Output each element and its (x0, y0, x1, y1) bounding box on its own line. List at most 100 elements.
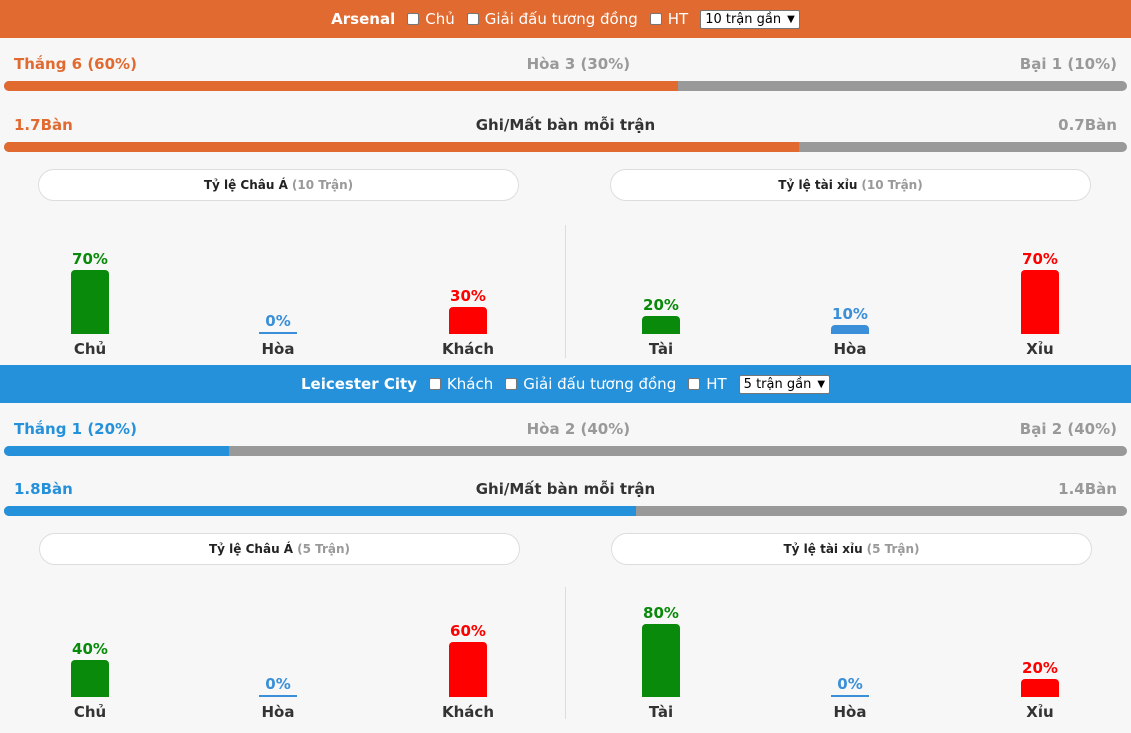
goals-summary: 1.8Bàn Ghi/Mất bàn mỗi trận 1.4Bàn (14, 480, 1117, 498)
checkbox[interactable] (649, 13, 662, 25)
goals-against: 1.4Bàn (1058, 480, 1117, 498)
goals-bar-fill (4, 506, 636, 516)
column-percent: 40% (72, 640, 108, 659)
result-bar (4, 81, 1127, 91)
ou-column: 80% Tài (601, 365, 721, 733)
over-under-header: Tỷ lệ tài xỉu (5 Trận) (611, 533, 1092, 565)
column-percent: 0% (265, 675, 291, 693)
result-bar-fill (4, 81, 678, 91)
column-bar (259, 332, 297, 334)
ou-column: 0% Hòa (790, 365, 910, 733)
column-bar (831, 324, 869, 334)
column-bar (71, 660, 109, 697)
goals-for: 1.8Bàn (14, 480, 73, 498)
filter-ht[interactable]: HT (649, 10, 688, 28)
filter-venue[interactable]: Chủ (407, 10, 455, 28)
goals-title: Ghi/Mất bàn mỗi trận (475, 480, 656, 498)
divider (565, 225, 566, 358)
draw-text: Hòa 3 (30%) (526, 55, 631, 73)
filter-label: Khách (446, 375, 494, 393)
asian-column: 0% Hòa (218, 0, 338, 365)
team-panel-home: Arsenal Chủ Giải đấu tương đồng HT 10 tr… (0, 0, 1131, 365)
asian-title: Tỷ lệ Châu Á (203, 178, 288, 192)
column-percent: 10% (832, 304, 868, 323)
column-bar (449, 306, 487, 334)
checkbox[interactable] (407, 13, 420, 25)
column-percent: 60% (450, 622, 486, 641)
ou-column: 70% Xỉu (980, 0, 1100, 365)
checkbox[interactable] (688, 378, 701, 390)
ou-sub: (5 Trận) (866, 542, 920, 556)
win-text: Thắng 1 (20%) (14, 420, 137, 438)
column-bar (259, 695, 297, 697)
asian-column: 40% Chủ (30, 365, 150, 733)
column-bar (642, 315, 680, 334)
team-header: Arsenal Chủ Giải đấu tương đồng HT 10 tr… (0, 0, 1131, 38)
goals-bar (4, 142, 1127, 152)
column-label: Tài (648, 703, 674, 721)
column-label: Chủ (73, 340, 107, 358)
column-label: Hòa (833, 340, 867, 358)
goals-title: Ghi/Mất bàn mỗi trận (475, 116, 656, 134)
over-under-header: Tỷ lệ tài xỉu (10 Trận) (610, 169, 1091, 201)
range-select[interactable]: 10 trận gần ▼ (700, 9, 800, 29)
team-header: Leicester City Khách Giải đấu tương đồng… (0, 365, 1131, 403)
range-value: 10 trận gần (705, 11, 782, 27)
ou-sub: (10 Trận) (861, 178, 923, 192)
checkbox[interactable] (505, 378, 518, 390)
loss-text: Bại 2 (40%) (1019, 420, 1117, 438)
goals-bar-fill (4, 142, 800, 152)
result-bar-fill (4, 446, 229, 456)
goals-bar (4, 506, 1127, 516)
chevron-down-icon: ▼ (817, 378, 826, 390)
range-value: 5 trận gần (743, 376, 812, 392)
asian-handicap-header: Tỷ lệ Châu Á (10 Trận) (38, 169, 519, 201)
ou-title: Tỷ lệ tài xỉu (783, 542, 863, 556)
divider (565, 587, 566, 719)
team-name: Leicester City (300, 375, 417, 393)
goals-for: 1.7Bàn (14, 116, 73, 134)
column-label: Hòa (261, 703, 295, 721)
filter-ht[interactable]: HT (688, 375, 727, 393)
ou-column: 20% Tài (601, 0, 721, 365)
column-bar (71, 270, 109, 334)
filter-venue[interactable]: Khách (428, 375, 494, 393)
checkbox[interactable] (428, 378, 441, 390)
team-name: Arsenal (331, 10, 396, 28)
column-percent: 0% (837, 675, 863, 693)
column-label: Khách (442, 703, 494, 721)
column-percent: 20% (1022, 658, 1058, 677)
asian-sub: (10 Trận) (291, 178, 354, 192)
asian-column: 70% Chủ (30, 0, 150, 365)
goals-summary: 1.7Bàn Ghi/Mất bàn mỗi trận 0.7Bàn (14, 116, 1117, 134)
column-label: Khách (442, 340, 494, 358)
result-summary: Thắng 1 (20%) Hòa 2 (40%) Bại 2 (40%) (14, 420, 1117, 438)
asian-handicap-header: Tỷ lệ Châu Á (5 Trận) (39, 533, 520, 565)
asian-column: 0% Hòa (218, 365, 338, 733)
range-select[interactable]: 5 trận gần ▼ (738, 374, 831, 394)
chevron-down-icon: ▼ (787, 13, 795, 25)
asian-sub: (5 Trận) (297, 542, 350, 556)
ou-column: 20% Xỉu (980, 365, 1100, 733)
filter-same-league[interactable]: Giải đấu tương đồng (466, 10, 638, 28)
column-label: Hòa (261, 340, 295, 358)
column-percent: 0% (265, 312, 291, 330)
column-label: Xỉu (1026, 340, 1054, 358)
filter-same-league[interactable]: Giải đấu tương đồng (505, 375, 676, 393)
column-percent: 30% (450, 286, 486, 305)
filter-label: HT (706, 375, 727, 393)
filter-label: Giải đấu tương đồng (484, 10, 638, 28)
column-bar (1021, 678, 1059, 697)
column-bar (642, 623, 680, 697)
result-bar (4, 446, 1127, 456)
goals-against: 0.7Bàn (1058, 116, 1117, 134)
ou-title: Tỷ lệ tài xỉu (778, 178, 858, 192)
column-bar (1021, 270, 1059, 334)
checkbox[interactable] (466, 13, 479, 25)
column-label: Hòa (833, 703, 867, 721)
result-summary: Thắng 6 (60%) Hòa 3 (30%) Bại 1 (10%) (14, 55, 1117, 73)
loss-text: Bại 1 (10%) (1019, 55, 1117, 73)
column-label: Tài (648, 340, 674, 358)
filter-label: Giải đấu tương đồng (523, 375, 677, 393)
column-bar (831, 695, 869, 697)
